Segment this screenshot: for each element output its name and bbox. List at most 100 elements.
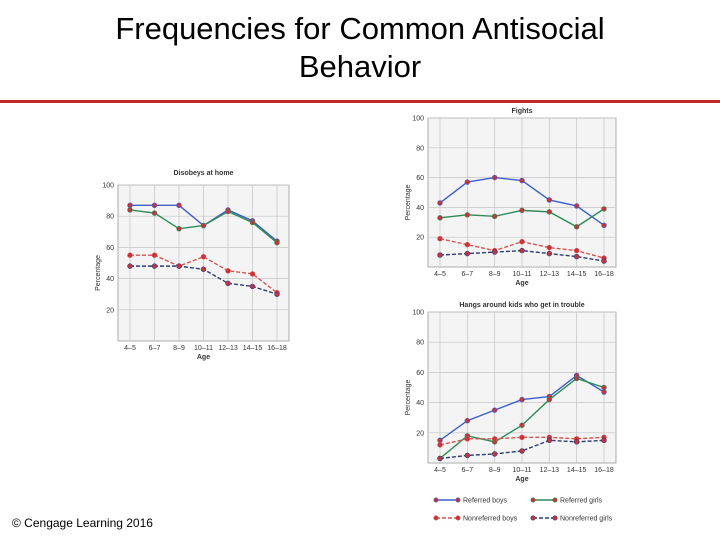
data-point — [573, 253, 580, 260]
data-point — [601, 222, 607, 228]
chart-title: Hangs around kids who get in trouble — [459, 302, 584, 309]
x-tick-label: 4–5 — [434, 271, 446, 278]
x-tick-label: 6–7 — [461, 467, 473, 474]
data-point — [464, 241, 471, 248]
legend-label: Referred girls — [560, 498, 603, 505]
x-tick-label: 16–18 — [594, 467, 614, 474]
x-tick-label: 8–9 — [489, 271, 501, 278]
data-point — [519, 247, 525, 254]
x-tick-label: 12–13 — [540, 467, 560, 474]
y-tick-label: 20 — [106, 307, 114, 314]
slide-title: Frequencies for Common Antisocial Behavi… — [0, 10, 720, 86]
data-point — [491, 407, 498, 413]
y-tick-label: 40 — [106, 276, 114, 283]
data-point — [573, 224, 580, 230]
data-point — [437, 252, 443, 258]
legend-swatch-marker — [530, 515, 536, 521]
legend-swatch-marker — [455, 497, 461, 503]
data-point — [601, 437, 607, 444]
data-point — [464, 179, 471, 185]
data-point — [601, 258, 607, 264]
data-point — [176, 225, 182, 232]
x-tick-label: 12–13 — [540, 271, 560, 278]
data-point — [546, 244, 553, 251]
y-tick-label: 40 — [416, 400, 424, 407]
data-point — [491, 174, 498, 181]
data-point — [225, 280, 231, 286]
data-point — [519, 207, 525, 214]
data-point — [200, 266, 207, 272]
y-axis-label: Percentage — [405, 379, 412, 415]
data-point — [601, 384, 607, 391]
x-tick-label: 16–18 — [594, 271, 614, 278]
y-tick-label: 100 — [102, 183, 114, 190]
x-tick-label: 6–7 — [149, 345, 161, 352]
x-axis-label: Age — [515, 476, 528, 483]
data-point — [464, 452, 471, 459]
x-tick-label: 10–11 — [513, 271, 532, 278]
x-axis-label: Age — [197, 354, 210, 361]
data-point — [464, 212, 471, 218]
legend-swatch-marker — [455, 515, 461, 521]
data-point — [176, 263, 182, 269]
data-point — [601, 206, 607, 212]
chart-title: Disobeys at home — [174, 170, 234, 177]
data-point — [151, 252, 158, 258]
data-point — [225, 268, 231, 274]
data-point — [519, 396, 525, 403]
y-tick-label: 20 — [416, 430, 424, 437]
y-tick-label: 60 — [416, 175, 424, 182]
data-point — [519, 177, 525, 184]
x-tick-label: 6–7 — [461, 271, 473, 278]
data-point — [491, 451, 498, 457]
data-point — [151, 263, 158, 269]
x-axis-label: Age — [515, 280, 528, 287]
data-point — [151, 202, 158, 208]
x-tick-label: 10–11 — [513, 467, 532, 474]
data-point — [491, 213, 498, 220]
y-tick-label: 20 — [416, 235, 424, 242]
x-tick-label: 8–9 — [173, 345, 185, 352]
y-axis-label: Percentage — [405, 184, 412, 220]
y-axis-label: Percentage — [95, 255, 102, 291]
legend-label: Nonreferred boys — [463, 516, 518, 523]
data-point — [249, 219, 256, 226]
data-point — [573, 203, 580, 209]
x-tick-label: 12–13 — [218, 345, 238, 352]
data-point — [546, 250, 553, 257]
data-point — [546, 437, 553, 444]
data-point — [491, 436, 498, 442]
legend-swatch-marker — [552, 515, 558, 521]
chart-title: Fights — [512, 108, 533, 115]
data-point — [274, 240, 280, 246]
data-point — [573, 247, 580, 254]
data-point — [464, 418, 471, 424]
y-tick-label: 60 — [106, 245, 114, 252]
data-point — [546, 197, 553, 203]
data-point — [127, 263, 133, 269]
data-point — [519, 238, 525, 245]
y-tick-label: 80 — [106, 214, 114, 221]
data-point — [176, 202, 182, 208]
x-tick-label: 10–11 — [194, 345, 213, 352]
y-tick-label: 100 — [412, 116, 424, 123]
y-tick-label: 80 — [416, 145, 424, 152]
data-point — [519, 422, 525, 428]
data-point — [127, 252, 133, 258]
x-tick-label: 14–15 — [567, 271, 587, 278]
data-point — [437, 442, 443, 448]
slide-title-line-2: Behavior — [298, 49, 422, 84]
legend-label: Referred boys — [463, 498, 507, 505]
data-point — [491, 249, 498, 255]
data-point — [437, 455, 443, 462]
y-tick-label: 100 — [412, 310, 424, 317]
data-point — [519, 448, 525, 454]
data-point — [437, 200, 443, 206]
title-divider — [0, 100, 720, 103]
data-point — [200, 254, 207, 260]
legend-swatch-marker — [433, 497, 439, 503]
data-point — [573, 439, 580, 445]
